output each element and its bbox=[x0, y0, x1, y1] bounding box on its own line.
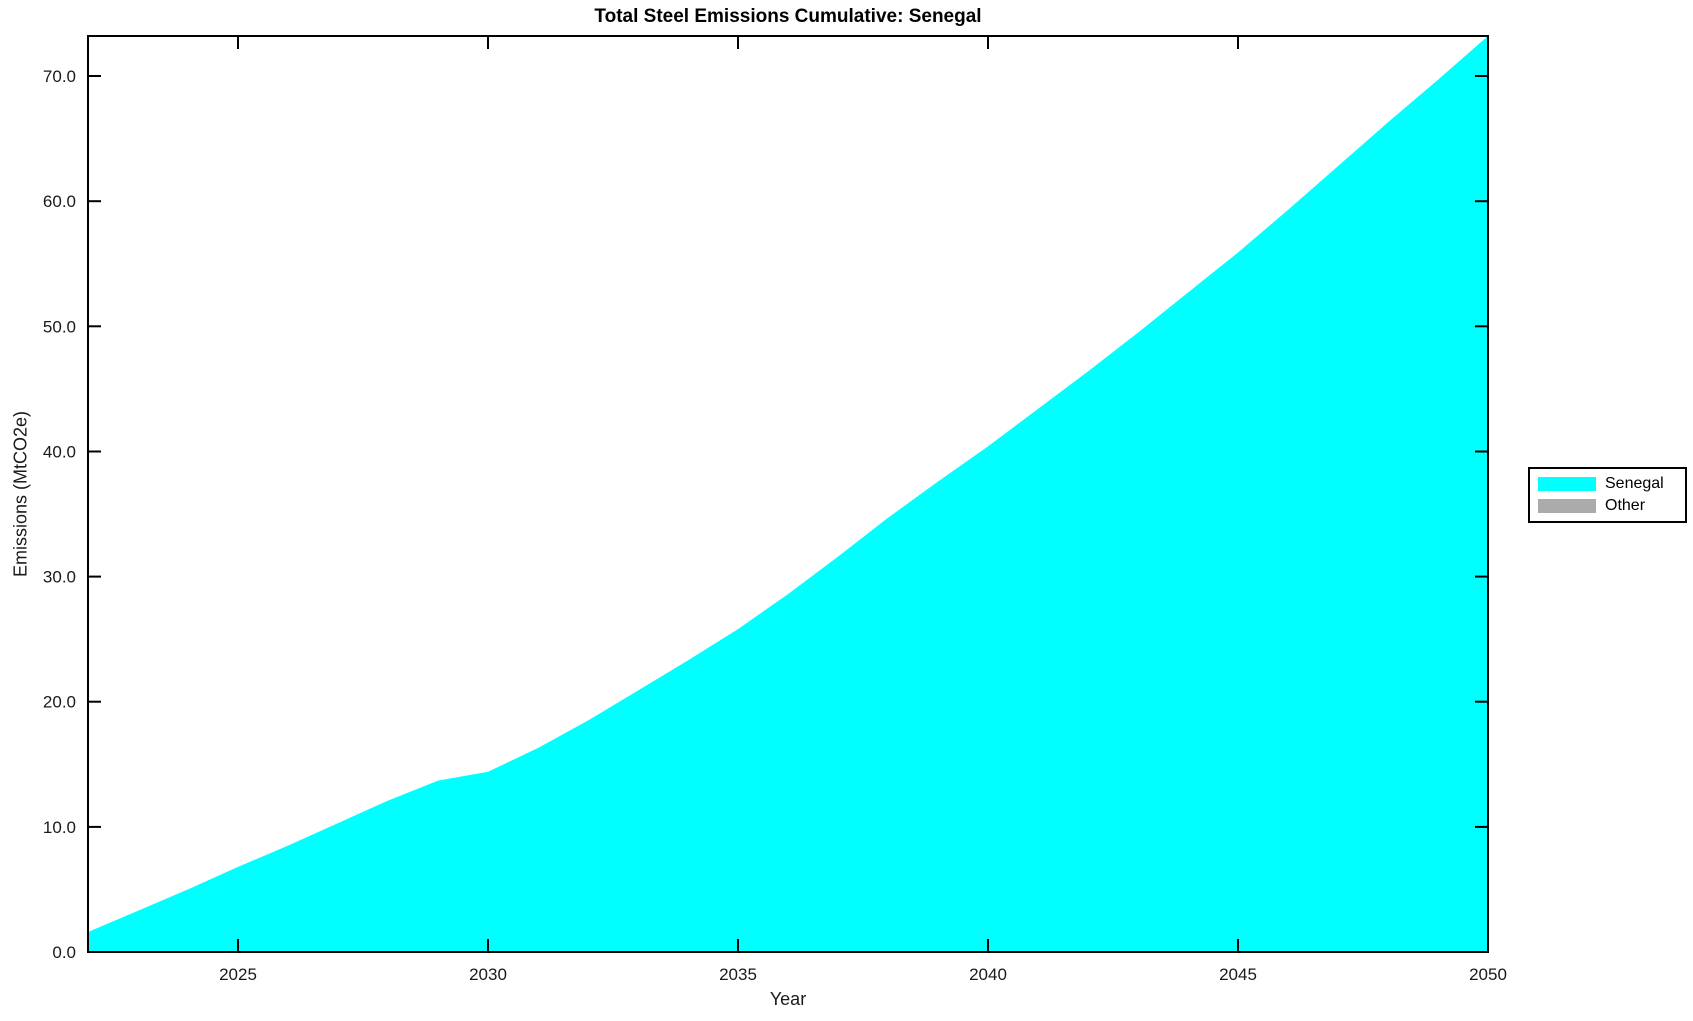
legend-label-senegal: Senegal bbox=[1605, 475, 1664, 493]
legend-label-other: Other bbox=[1605, 496, 1646, 514]
y-tick-label: 40.0 bbox=[43, 443, 76, 462]
y-tick-label: 60.0 bbox=[43, 192, 76, 211]
y-tick-label: 30.0 bbox=[43, 568, 76, 587]
x-axis-label: Year bbox=[769, 989, 807, 1009]
y-tick-label: 50.0 bbox=[43, 317, 76, 336]
y-tick-label: 20.0 bbox=[43, 693, 76, 712]
legend-item-other: Other bbox=[1538, 496, 1677, 514]
x-tick-label: 2050 bbox=[1469, 965, 1507, 984]
legend-swatch-senegal bbox=[1538, 477, 1596, 492]
x-tick-label: 2025 bbox=[219, 965, 257, 984]
x-tick-label: 2045 bbox=[1219, 965, 1257, 984]
area-series-senegal bbox=[88, 36, 1488, 952]
x-tick-label: 2035 bbox=[719, 965, 757, 984]
x-tick-label: 2040 bbox=[969, 965, 1007, 984]
legend: Senegal Other bbox=[1528, 467, 1687, 523]
y-tick-label: 0.0 bbox=[52, 943, 76, 962]
x-tick-label: 2030 bbox=[469, 965, 507, 984]
legend-swatch-other bbox=[1538, 498, 1596, 513]
axes-box bbox=[87, 35, 1489, 953]
chart-title: Total Steel Emissions Cumulative: Senega… bbox=[594, 6, 982, 27]
y-axis-label: Emissions (MtCO2e) bbox=[10, 410, 31, 578]
y-tick-label: 70.0 bbox=[43, 67, 76, 86]
legend-item-senegal: Senegal bbox=[1538, 476, 1677, 492]
y-tick-label: 10.0 bbox=[43, 818, 76, 837]
